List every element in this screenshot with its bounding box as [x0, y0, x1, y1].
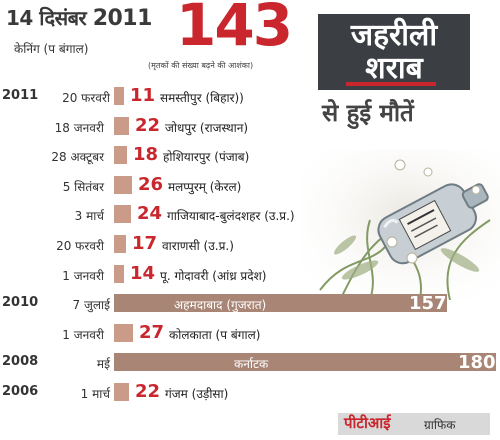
row-bar [114, 323, 133, 342]
row-bar [114, 87, 124, 105]
row-bar [114, 116, 129, 135]
row-date-label: 7 जुलाई [72, 298, 111, 313]
header-date-text: 14 दिसंबर [6, 6, 87, 30]
title-underline [346, 82, 436, 86]
title-line-2: शराब [365, 51, 423, 86]
row-date-label: 3 मार्च [74, 209, 104, 224]
row-value-label: 24 [137, 203, 163, 225]
row-value-label: 11 [130, 85, 156, 106]
header-date: 14 दिसंबर 2011 [6, 4, 152, 31]
title-line-1: जहरीली [350, 18, 438, 53]
header-year: 2011 [92, 6, 153, 31]
credit-background [338, 413, 490, 435]
row-place-label: अहमदाबाद (गुजरात) [174, 298, 267, 313]
row-date-label: 5 सितंबर [62, 179, 104, 194]
row-value-label: 180 [458, 352, 496, 374]
header-place: केनिंग (प बंगाल) [14, 42, 89, 56]
row-place-label: गंजम (उड़ीसा) [165, 387, 229, 401]
row-value-label: 17 [132, 233, 158, 254]
header-death-count: 143 [176, 0, 293, 59]
row-bar [114, 353, 496, 372]
title-line-3: से हुई मौतें [322, 99, 414, 127]
row-place-label: कोलकाता (प बंगाल) [169, 327, 261, 342]
row-year-label: 2006 [2, 384, 39, 399]
row-place-label: होशियारपुर (पंजाब) [163, 150, 250, 165]
row-date-label: 1 जनवरी [62, 268, 104, 283]
row-bar [114, 146, 127, 165]
row-date-label: 28 अक्टूबर [51, 150, 104, 165]
row-value-label: 27 [139, 321, 165, 343]
row-bar [114, 235, 126, 253]
row-date-label: मई [96, 357, 110, 372]
row-bar [114, 264, 124, 283]
row-year-label: 2008 [2, 354, 39, 370]
header-note: (मृतकों की संख्या बढ़ने की आशंका) [148, 61, 254, 70]
credit-label: ग्राफिक [424, 418, 456, 432]
bottle-photo [300, 150, 500, 300]
row-place-label: मलप्पुरम् (केरल) [168, 179, 242, 194]
title-box: जहरीली शराब [318, 14, 470, 90]
row-value-label: 22 [135, 381, 161, 402]
row-place-label: कर्नाटक [234, 357, 269, 372]
row-date-label: 20 फरवरी [62, 91, 110, 105]
row-value-label: 26 [138, 173, 164, 195]
credit-brand: पीटीआई [344, 414, 391, 432]
row-value-label: 18 [133, 144, 159, 166]
row-value-label: 22 [135, 114, 161, 136]
row-place-label: जोधपुर (राजस्थान) [165, 120, 249, 135]
row-year-label: 2011 [2, 88, 39, 103]
row-date-label: 1 मार्च [80, 387, 110, 401]
row-date-label: 20 फरवरी [56, 239, 104, 253]
row-date-label: 18 जनवरी [54, 120, 104, 135]
row-bar [114, 205, 131, 224]
row-value-label: 14 [130, 262, 156, 284]
row-place-label: वाराणसी (उ.प्र.) [162, 239, 234, 253]
row-date-label: 1 जनवरी [62, 327, 104, 342]
row-value-label: 157 [409, 293, 447, 315]
row-place-label: गाजियाबाद-बुलंदशहर (उ.प्र.) [167, 209, 295, 224]
row-year-label: 2010 [2, 295, 39, 311]
row-bar [114, 175, 132, 194]
row-place-label: पू. गोदावरी (आंध्र प्रदेश) [160, 268, 267, 283]
row-bar [114, 383, 129, 401]
row-place-label: समस्तीपुर (बिहार)) [160, 91, 244, 105]
row-bar [114, 294, 447, 313]
